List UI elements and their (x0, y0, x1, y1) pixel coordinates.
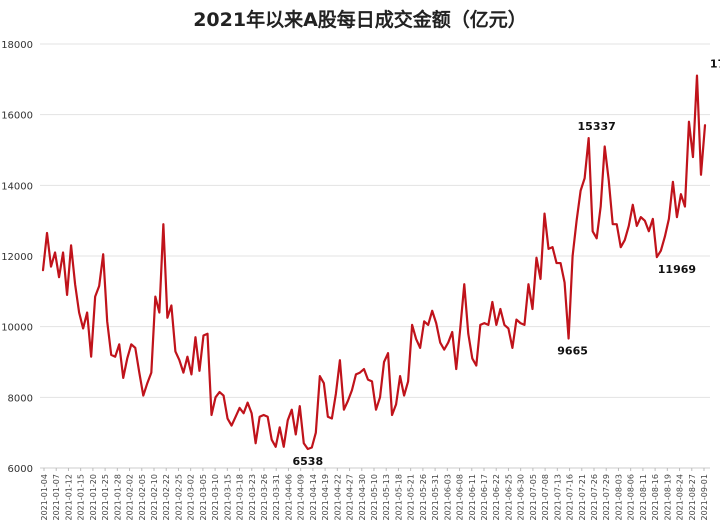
x-tick-label: 2021-05-18 (394, 474, 403, 521)
x-tick-label: 2021-07-16 (566, 474, 575, 521)
x-tick-label: 2021-04-30 (358, 474, 367, 521)
x-tick-label: 2021-03-31 (272, 474, 281, 521)
gridlines (40, 43, 710, 469)
chart-title: 2021年以来A股每日成交金额（亿元） (193, 9, 527, 31)
x-tick-label: 2021-02-10 (150, 474, 159, 521)
x-tick-label: 2021-07-26 (590, 474, 599, 521)
x-tick-label: 2021-01-07 (52, 474, 61, 521)
x-tick-label: 2021-05-10 (370, 474, 379, 521)
x-tick-label: 2021-07-08 (541, 474, 550, 521)
series-trading-volume (41, 74, 707, 451)
x-tick-label: 2021-08-11 (639, 474, 648, 521)
x-tick-label: 2021-08-03 (614, 474, 623, 521)
x-tick-label: 2021-01-12 (64, 474, 73, 521)
x-tick-label: 2021-07-21 (578, 474, 587, 521)
x-tick-label: 2021-05-31 (431, 474, 440, 521)
x-tick-label: 2021-06-22 (492, 474, 501, 521)
x-axis-tick-labels: 2021-01-04 2021-01-07 2021-01-12 2021-01-15… (40, 468, 709, 521)
x-tick-label: 2021-08-27 (688, 474, 697, 521)
x-tick-label: 2021-02-05 (138, 474, 147, 521)
x-tick-label: 2021-04-22 (333, 474, 342, 521)
x-tick-label: 2021-06-25 (504, 474, 513, 521)
data-label: 9665 (557, 345, 588, 358)
y-tick-label: 10000 (1, 323, 33, 334)
x-tick-label: 2021-08-24 (676, 474, 685, 521)
x-tick-label: 2021-01-25 (101, 474, 110, 521)
x-tick-label: 2021-01-28 (113, 474, 122, 521)
x-tick-label: 2021-04-19 (321, 474, 330, 521)
x-tick-label: 2021-06-17 (480, 474, 489, 521)
y-tick-label: 16000 (1, 111, 33, 122)
x-tick-label: 2021-03-02 (187, 474, 196, 521)
x-tick-label: 2021-01-04 (40, 474, 49, 521)
x-tick-label: 2021-02-02 (126, 474, 135, 521)
x-tick-label: 2021-06-30 (517, 474, 526, 521)
y-tick-label: 6000 (8, 464, 33, 475)
x-tick-label: 2021-09-01 (700, 474, 709, 521)
x-tick-label: 2021-03-10 (211, 474, 220, 521)
x-tick-label: 2021-03-15 (223, 474, 232, 521)
series-line (41, 74, 707, 451)
x-tick-label: 2021-01-15 (77, 474, 86, 521)
x-tick-label: 2021-04-14 (309, 474, 318, 521)
data-label: 11969 (658, 263, 696, 276)
x-tick-label: 2021-06-08 (456, 474, 465, 521)
x-tick-label: 2021-07-05 (529, 474, 538, 521)
x-tick-label: 2021-08-19 (663, 474, 672, 521)
x-tick-label: 2021-04-09 (297, 474, 306, 521)
x-tick-label: 2021-03-23 (248, 474, 257, 521)
y-axis-tick-labels: 6000 8000 10000 12000 14000 16000 18000 (1, 40, 33, 475)
x-tick-label: 2021-06-03 (443, 474, 452, 521)
x-tick-label: 2021-04-06 (284, 474, 293, 521)
x-tick-label: 2021-07-29 (602, 474, 611, 521)
annotations: 6538 9665 15337 11969 17107 (292, 58, 720, 468)
y-tick-label: 12000 (1, 252, 33, 263)
x-tick-label: 2021-08-16 (651, 474, 660, 521)
data-label: 17107 (710, 58, 720, 71)
y-tick-label: 8000 (8, 393, 33, 404)
x-tick-label: 2021-03-26 (260, 474, 269, 521)
x-tick-label: 2021-04-27 (346, 474, 355, 521)
data-label: 6538 (292, 455, 323, 468)
x-tick-label: 2021-05-26 (419, 474, 428, 521)
x-tick-label: 2021-01-20 (89, 474, 98, 521)
x-tick-label: 2021-07-13 (553, 474, 562, 521)
x-tick-label: 2021-05-21 (407, 474, 416, 521)
x-tick-label: 2021-08-06 (627, 474, 636, 521)
x-tick-label: 2021-05-13 (382, 474, 391, 521)
x-tick-label: 2021-02-25 (174, 474, 183, 521)
y-tick-label: 18000 (1, 40, 33, 51)
x-tick-label: 2021-06-11 (468, 474, 477, 521)
x-tick-label: 2021-03-18 (236, 474, 245, 521)
data-label: 15337 (578, 120, 616, 133)
x-tick-label: 2021-02-22 (162, 474, 171, 521)
x-tick-label: 2021-03-05 (199, 474, 208, 521)
y-tick-label: 14000 (1, 181, 33, 192)
